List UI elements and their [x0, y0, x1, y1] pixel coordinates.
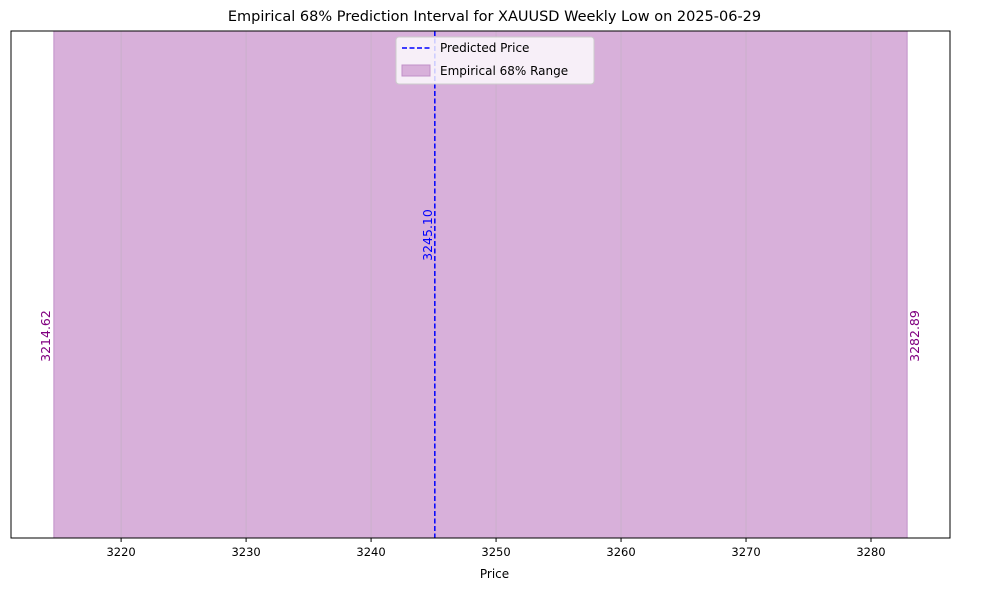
x-tick-label: 3240	[356, 545, 385, 559]
x-axis-ticks: 3220 3230 3240 3250 3260 3270 3280	[106, 538, 886, 559]
x-axis-label: Price	[480, 567, 509, 581]
range-band	[53, 30, 908, 539]
legend: Predicted Price Empirical 68% Range	[395, 36, 595, 85]
chart-title: Empirical 68% Prediction Interval for XA…	[228, 9, 761, 25]
range-low-label: 3214.62	[38, 310, 53, 362]
legend-predicted-label: Predicted Price	[440, 41, 529, 55]
x-tick-label: 3270	[731, 545, 760, 559]
predicted-price-label: 3245.10	[420, 209, 435, 261]
x-tick-label: 3220	[106, 545, 135, 559]
x-tick-label: 3230	[231, 545, 260, 559]
range-high-label: 3282.89	[907, 310, 922, 362]
legend-range-swatch	[401, 64, 431, 77]
plot-area: 3245.10 3214.62 3282.89	[38, 30, 922, 539]
plot-frame	[10, 30, 951, 539]
legend-range-label: Empirical 68% Range	[440, 64, 568, 78]
legend-box	[395, 36, 595, 85]
x-tick-label: 3260	[606, 545, 635, 559]
x-tick-label: 3280	[856, 545, 885, 559]
x-tick-label: 3250	[481, 545, 510, 559]
